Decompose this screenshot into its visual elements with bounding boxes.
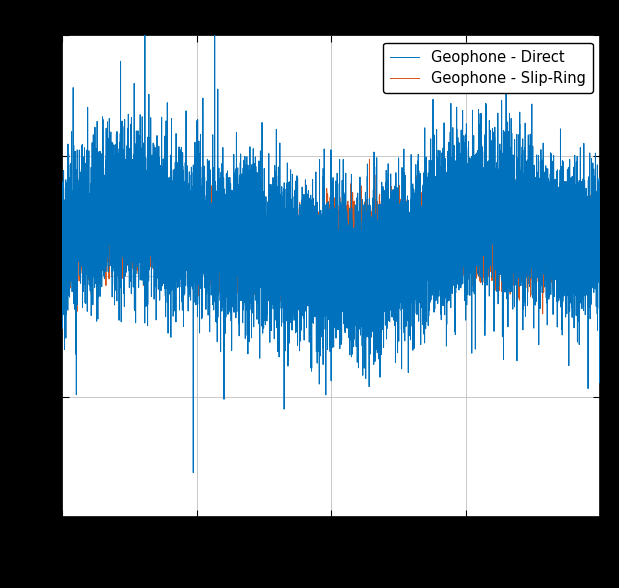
Geophone - Slip-Ring bbox=[58, 230, 66, 237]
Geophone - Direct bbox=[568, 173, 576, 181]
Geophone - Slip-Ring bbox=[321, 247, 329, 254]
Geophone - Slip-Ring bbox=[568, 243, 576, 250]
Geophone - Slip-Ring bbox=[164, 240, 171, 248]
Geophone - Slip-Ring bbox=[597, 254, 604, 261]
Geophone - Direct bbox=[597, 214, 604, 221]
Geophone - Direct bbox=[189, 469, 197, 476]
Geophone - Slip-Ring bbox=[539, 310, 547, 318]
Line: Geophone - Direct: Geophone - Direct bbox=[62, 32, 600, 473]
Geophone - Slip-Ring bbox=[80, 226, 88, 233]
Geophone - Direct bbox=[80, 210, 88, 217]
Line: Geophone - Slip-Ring: Geophone - Slip-Ring bbox=[62, 159, 600, 314]
Geophone - Slip-Ring bbox=[61, 256, 68, 263]
Legend: Geophone - Direct, Geophone - Slip-Ring: Geophone - Direct, Geophone - Slip-Ring bbox=[383, 42, 593, 93]
Geophone - Slip-Ring bbox=[90, 241, 98, 248]
Geophone - Direct bbox=[164, 207, 171, 214]
Geophone - Direct bbox=[321, 293, 329, 300]
Geophone - Slip-Ring bbox=[366, 156, 373, 163]
Geophone - Direct bbox=[58, 219, 66, 226]
Geophone - Direct bbox=[61, 264, 68, 271]
Geophone - Direct bbox=[90, 233, 98, 240]
Geophone - Direct bbox=[141, 29, 149, 36]
